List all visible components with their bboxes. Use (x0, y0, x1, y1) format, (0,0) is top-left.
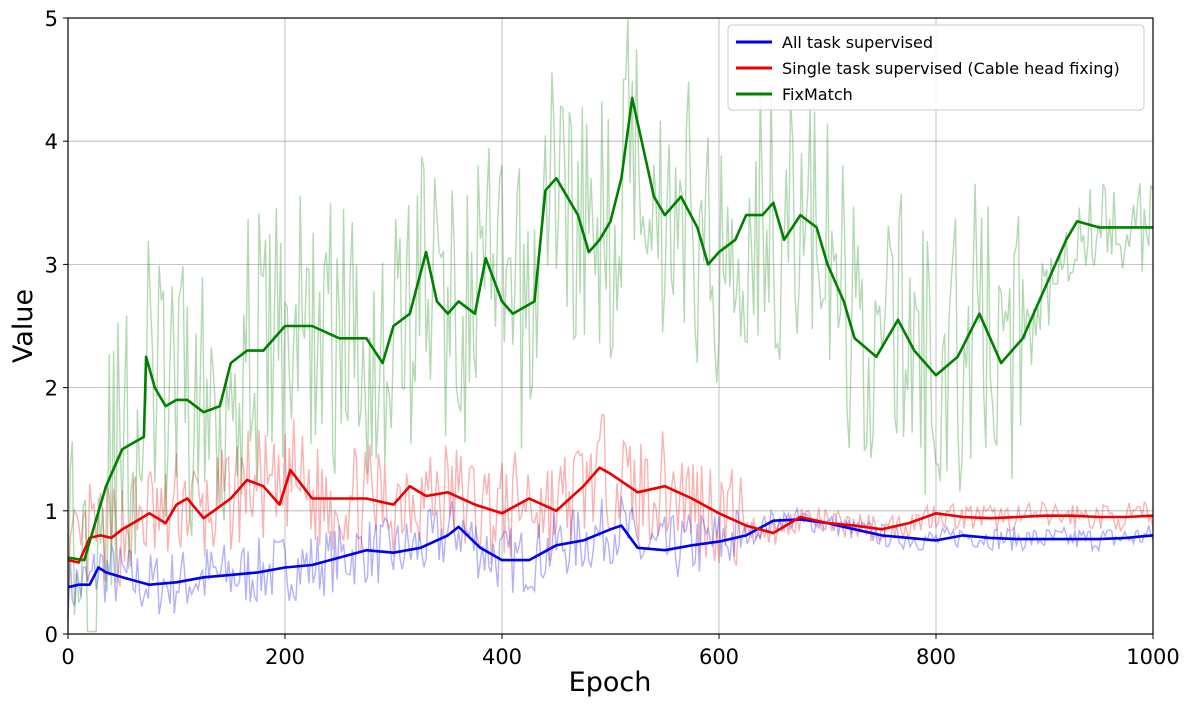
y-axis-ticks: 0 1 2 3 4 5 (45, 7, 68, 647)
series-line-0 (67, 518, 1154, 589)
x-tick-label: 200 (265, 645, 305, 669)
x-tick-label: 1000 (1126, 645, 1179, 669)
series-line-1 (67, 466, 1154, 564)
y-axis-title: Value (8, 289, 39, 363)
legend-label-fixmatch: FixMatch (782, 85, 853, 104)
x-tick-label: 600 (699, 645, 739, 669)
plot-frame (67, 17, 1154, 635)
y-tick-label: 3 (45, 253, 58, 277)
y-tick-label: 4 (45, 130, 58, 154)
y-tick-label: 2 (45, 377, 58, 401)
legend-label-all-task: All task supervised (782, 33, 933, 52)
legend-box (727, 24, 1145, 111)
x-axis-ticks: 0 200 400 600 800 1000 (61, 634, 1180, 669)
x-tick-label: 0 (61, 645, 74, 669)
x-tick-label: 400 (482, 645, 522, 669)
legend-label-single-task: Single task supervised (Cable head fixin… (782, 59, 1120, 78)
raw-trace-2 (67, 19, 1154, 633)
y-tick-label: 1 (45, 500, 58, 524)
x-axis-title: Epoch (569, 667, 652, 698)
smoothed-series-lines (67, 96, 1154, 589)
y-tick-label: 5 (45, 7, 58, 31)
y-tick-label: 0 (45, 623, 58, 647)
legend: All task supervised Single task supervis… (727, 24, 1145, 111)
raw-trace-0 (67, 496, 1154, 622)
x-tick-label: 800 (916, 645, 956, 669)
raw-noisy-lines (67, 19, 1154, 633)
series-line-2 (67, 96, 1153, 562)
